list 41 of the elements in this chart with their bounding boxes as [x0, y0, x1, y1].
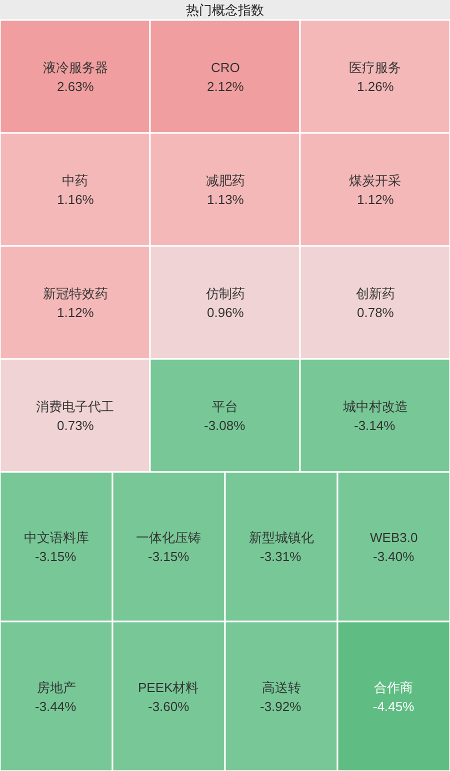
data-label: -3.31%	[260, 549, 302, 564]
data-label: -3.40%	[373, 549, 415, 564]
data-label: -3.14%	[354, 418, 396, 433]
category-label: 中药	[62, 173, 88, 188]
data-label: -4.45%	[373, 699, 415, 714]
data-label: 1.12%	[57, 305, 94, 320]
data-label: -3.60%	[148, 699, 190, 714]
data-label: -3.92%	[260, 699, 302, 714]
category-label: 新冠特效药	[43, 286, 108, 301]
data-label: 0.73%	[57, 418, 94, 433]
category-label: 消费电子代工	[36, 399, 114, 414]
category-label: 仿制药	[205, 286, 245, 301]
category-label: 液冷服务器	[43, 60, 108, 75]
category-label: WEB3.0	[370, 530, 418, 545]
text: 热门概念指数	[186, 2, 264, 18]
data-label: 0.78%	[357, 305, 394, 320]
data-label: -3.08%	[204, 418, 246, 433]
category-label: 一体化压铸	[136, 530, 201, 545]
category-label: 煤炭开采	[349, 173, 401, 188]
data-label: 2.12%	[207, 79, 244, 94]
category-label: 城中村改造	[342, 399, 408, 414]
data-label: 2.63%	[57, 79, 94, 94]
category-label: PEEK材料	[138, 680, 199, 695]
category-label: 创新药	[356, 286, 395, 301]
category-label: 减肥药	[206, 173, 245, 188]
category-label: 中文语料库	[24, 530, 89, 545]
category-label: 高送转	[262, 680, 301, 695]
data-label: 1.12%	[357, 192, 394, 207]
data-label: 1.13%	[207, 192, 244, 207]
data-label: -3.44%	[35, 699, 77, 714]
data-label: 0.96%	[207, 305, 244, 320]
data-label: -3.15%	[35, 549, 77, 564]
data-label: 1.26%	[357, 79, 394, 94]
category-label: 医疗服务	[349, 60, 401, 75]
data-label: 1.16%	[57, 192, 94, 207]
category-label: CRO	[211, 60, 240, 75]
data-label: -3.15%	[148, 549, 190, 564]
category-label: 新型城镇化	[249, 530, 314, 545]
category-label: 合作商	[374, 680, 413, 695]
category-label: 房地产	[37, 680, 76, 695]
category-label: 平台	[212, 399, 238, 414]
